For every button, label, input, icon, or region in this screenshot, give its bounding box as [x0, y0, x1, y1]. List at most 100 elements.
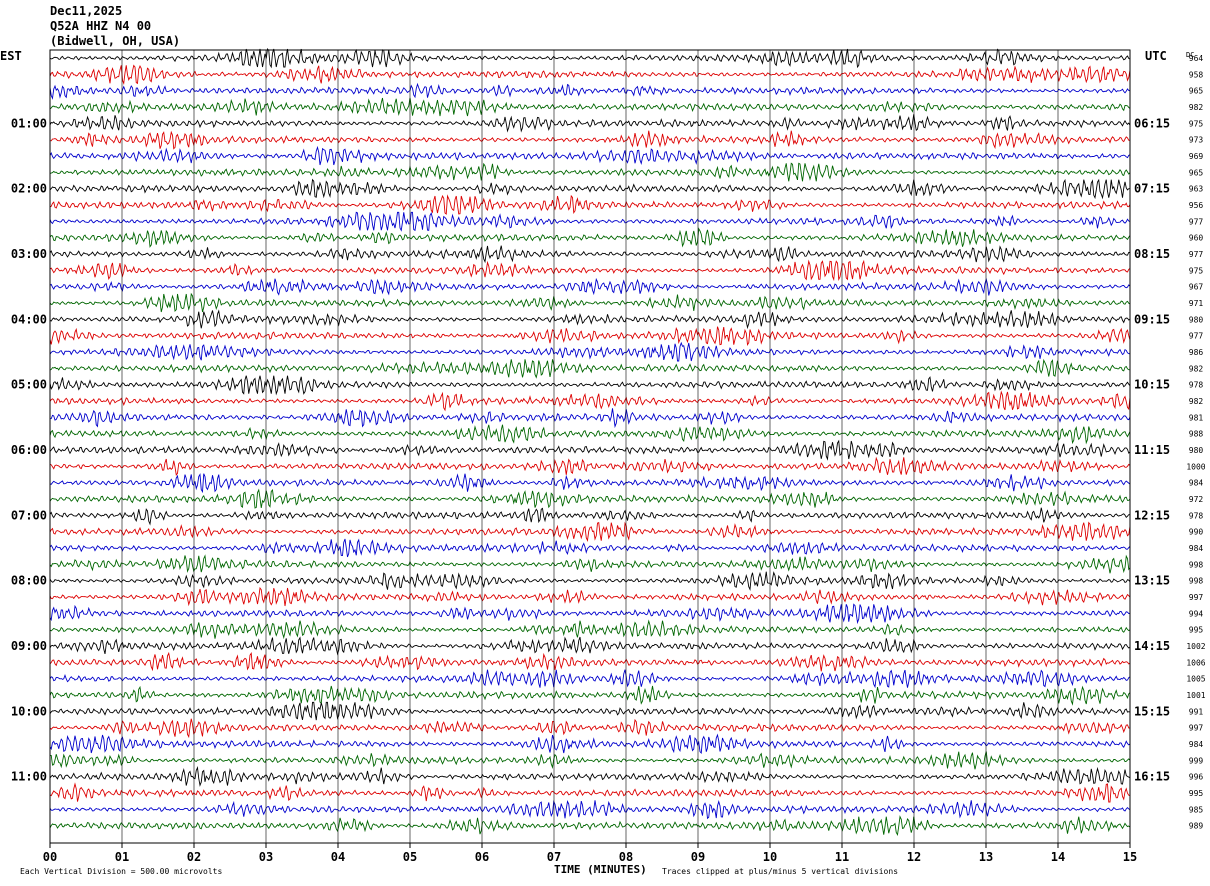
dc-offset-label: 975 [1189, 266, 1204, 275]
trace-line [49, 424, 1131, 445]
trace-line [49, 603, 1131, 625]
dc-offset-label: 964 [1189, 54, 1204, 63]
trace-line [49, 782, 1131, 803]
trace-line [49, 651, 1131, 672]
trace-line [49, 733, 1131, 755]
x-tick-label: 08 [619, 850, 633, 864]
left-hour-label: 09:00 [11, 639, 47, 653]
trace-line [49, 456, 1131, 476]
trace-line [49, 178, 1131, 200]
dc-offset-label: 1006 [1186, 658, 1205, 667]
dc-offset-label: 969 [1189, 152, 1204, 161]
dc-offset-label: 977 [1189, 250, 1204, 259]
dc-offset-label: 997 [1189, 593, 1204, 602]
dc-offset-label: 995 [1189, 626, 1204, 635]
dc-offset-label: 975 [1189, 119, 1204, 128]
dc-offset-label: 977 [1189, 332, 1204, 341]
dc-offset-label: 1005 [1186, 675, 1205, 684]
x-tick-label: 07 [547, 850, 561, 864]
header-location: (Bidwell, OH, USA) [50, 34, 181, 48]
header-date: Dec11,2025 [50, 4, 123, 18]
plot-frame [49, 49, 1131, 844]
trace-line [49, 799, 1131, 820]
dc-offset-label: 997 [1189, 724, 1204, 733]
dc-offset-label: 972 [1189, 495, 1204, 504]
dc-offset-label: 978 [1189, 381, 1204, 390]
trace-line [49, 114, 1131, 133]
trace-line [49, 815, 1131, 837]
dc-offset-label: 982 [1189, 397, 1204, 406]
right-hour-label: 16:15 [1134, 770, 1170, 784]
right-hour-label: 07:15 [1134, 182, 1170, 196]
x-tick-label: 03 [259, 850, 273, 864]
trace-line [49, 507, 1131, 526]
trace-line [49, 473, 1131, 494]
trace-line [49, 97, 1131, 117]
dc-offset-label: 978 [1189, 511, 1204, 520]
x-axis-title: TIME (MINUTES) [554, 863, 647, 876]
dc-offset-label: 973 [1189, 136, 1204, 145]
left-hour-label: 04:00 [11, 312, 47, 326]
right-hour-label: 12:15 [1134, 508, 1170, 522]
trace-line [49, 586, 1131, 607]
scale-note: Each Vertical Division = 500.00 microvol… [20, 867, 222, 876]
dc-offset-label: 998 [1189, 577, 1204, 586]
right-zone-label: UTC [1145, 49, 1167, 63]
right-hour-label: 09:15 [1134, 312, 1170, 326]
left-hour-label: 06:00 [11, 443, 47, 457]
left-hour-label: 07:00 [11, 508, 47, 522]
header-station: Q52A HHZ N4 00 [50, 19, 152, 33]
trace-line [49, 765, 1131, 787]
trace-line [49, 211, 1131, 232]
dc-offset-label: 960 [1189, 234, 1204, 243]
trace-line [49, 685, 1131, 706]
right-hour-label: 11:15 [1134, 443, 1170, 457]
dc-offset-label: 958 [1189, 70, 1204, 79]
dc-offset-label: 963 [1189, 185, 1204, 194]
dc-offset-label: 996 [1189, 773, 1204, 782]
trace-line [49, 538, 1131, 558]
right-hour-label: 14:15 [1134, 639, 1170, 653]
x-tick-label: 05 [403, 850, 417, 864]
trace-line [49, 718, 1131, 739]
dc-offset-label: 981 [1189, 413, 1204, 422]
dc-offset-label: 965 [1189, 168, 1204, 177]
dc-offset-label: 956 [1189, 201, 1204, 210]
trace-line [49, 341, 1131, 362]
dc-offset-label: 1000 [1186, 462, 1205, 471]
x-tick-label: 14 [1051, 850, 1065, 864]
x-tick-label: 00 [43, 850, 57, 864]
left-hour-label: 11:00 [11, 770, 47, 784]
labels-layer: EST UTC DC Each Vertical Division = 500.… [0, 49, 1206, 876]
clip-note: Traces clipped at plus/minus 5 vertical … [662, 867, 898, 876]
x-tick-label: 04 [331, 850, 345, 864]
trace-line [49, 194, 1131, 215]
dc-offset-label: 999 [1189, 756, 1204, 765]
x-tick-label: 01 [115, 850, 129, 864]
x-tick-label: 06 [475, 850, 489, 864]
dc-label: DC [1186, 51, 1194, 59]
dc-offset-label: 982 [1189, 364, 1204, 373]
trace-line [49, 571, 1131, 591]
left-zone-label: EST [0, 49, 22, 63]
trace-line [49, 619, 1131, 640]
trace-line [49, 245, 1131, 264]
left-hour-label: 03:00 [11, 247, 47, 261]
dc-offset-label: 994 [1189, 609, 1204, 618]
left-hour-label: 10:00 [11, 704, 47, 718]
dc-offset-label: 998 [1189, 560, 1204, 569]
trace-line [49, 326, 1131, 346]
x-tick-label: 15 [1123, 850, 1137, 864]
trace-line [49, 636, 1131, 656]
trace-line [49, 227, 1131, 248]
dc-offset-label: 965 [1189, 87, 1204, 96]
trace-line [49, 259, 1131, 282]
dc-offset-label: 1002 [1186, 642, 1205, 651]
left-hour-label: 08:00 [11, 574, 47, 588]
trace-line [49, 64, 1131, 86]
trace-line [49, 162, 1131, 182]
dc-offset-label: 990 [1189, 528, 1204, 537]
x-tick-label: 13 [979, 850, 993, 864]
trace-line [49, 701, 1131, 721]
